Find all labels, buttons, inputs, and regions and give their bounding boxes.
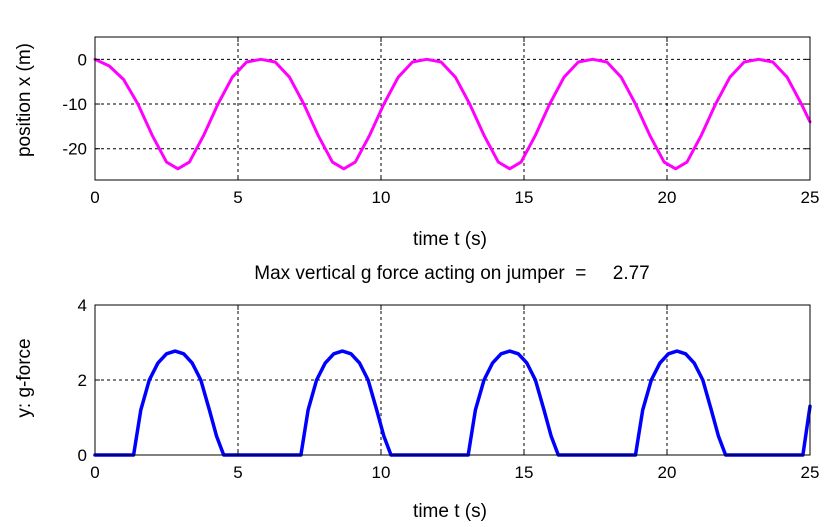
position-y-tick-label: 0 — [78, 50, 87, 69]
position-plot-frame — [94, 36, 811, 181]
gforce-x-tick-label: 20 — [658, 463, 677, 482]
gforce-y-ticks: 0 2 4 — [78, 296, 810, 465]
position-x-tick-label: 25 — [801, 188, 820, 207]
position-line — [93, 57, 812, 171]
position-x-tick-label: 20 — [658, 188, 677, 207]
gforce-x-tick-label: 15 — [515, 463, 534, 482]
position-y-tick-label: -10 — [62, 95, 87, 114]
gforce-y-tick-label: 0 — [78, 446, 87, 465]
gforce-series — [93, 349, 812, 457]
gforce-y-axis-label: y: g-force — [14, 338, 35, 417]
gforce-x-ticks: 0 5 10 15 20 25 — [90, 305, 819, 482]
position-x-tick-label: 0 — [90, 188, 99, 207]
position-subplot: 0 5 10 15 20 25 0 -10 -20 time t (s) position x… — [14, 36, 819, 250]
position-series — [93, 57, 812, 171]
position-y-ticks: 0 -10 -20 — [62, 50, 810, 159]
gforce-x-tick-label: 0 — [90, 463, 99, 482]
position-x-ticks: 0 5 10 15 20 25 — [90, 37, 819, 207]
position-grid — [95, 37, 810, 180]
position-x-tick-label: 10 — [372, 188, 391, 207]
gforce-x-tick-label: 5 — [233, 463, 242, 482]
gforce-x-tick-label: 25 — [801, 463, 820, 482]
position-x-tick-label: 15 — [515, 188, 534, 207]
gforce-chart-title: Max vertical g force acting on jumper = … — [254, 263, 650, 284]
gforce-y-tick-label: 4 — [78, 296, 87, 315]
position-x-axis-label: time t (s) — [413, 229, 487, 250]
position-x-tick-label: 5 — [233, 188, 242, 207]
position-y-axis-label: position x (m) — [14, 43, 35, 157]
gforce-line — [93, 349, 812, 457]
gforce-x-axis-label: time t (s) — [413, 501, 487, 522]
gforce-grid — [95, 305, 810, 455]
gforce-subplot: Max vertical g force acting on jumper = … — [14, 263, 819, 522]
gforce-x-tick-label: 10 — [372, 463, 391, 482]
gforce-y-tick-label: 2 — [78, 371, 87, 390]
position-y-tick-label: -20 — [62, 140, 87, 159]
